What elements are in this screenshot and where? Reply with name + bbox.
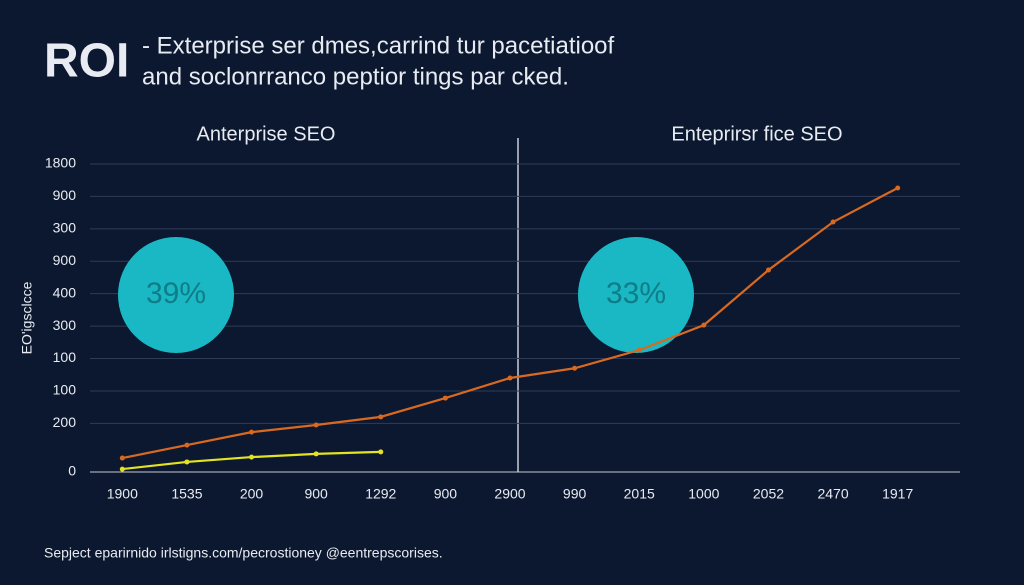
y-tick-label: 300 (53, 317, 77, 333)
annotation: 33% (606, 277, 666, 310)
point (119, 466, 125, 472)
y-tick-label: 900 (53, 252, 77, 268)
point (572, 365, 578, 371)
y-tick-label: 300 (53, 220, 77, 236)
point (378, 449, 384, 455)
x-tick-label: 2052 (753, 486, 784, 502)
chart-title: ROI (44, 35, 129, 88)
x-tick-label: 1292 (365, 486, 396, 502)
point (184, 459, 190, 465)
point (249, 429, 255, 435)
x-tick-label: 900 (304, 486, 328, 502)
point (895, 185, 901, 191)
annotation-circle (578, 237, 694, 353)
point (765, 267, 771, 273)
y-tick-label: 200 (53, 414, 77, 430)
y-tick-label: 400 (53, 284, 77, 300)
point (119, 455, 125, 461)
y-tick-label: 1800 (45, 155, 76, 171)
x-tick-label: 1900 (107, 486, 138, 502)
point (830, 219, 836, 225)
panel-title: Enteprirsr fice SEO (671, 123, 842, 145)
footer: Sepject eparirnido irlstigns.com/pecrost… (44, 545, 443, 561)
point (184, 442, 190, 448)
y-axis-label: EO'igsclcce (19, 281, 35, 354)
point (378, 414, 384, 420)
subtitle: - Exterprise ser dmes,carrind tur paceti… (142, 32, 615, 59)
x-tick-label: 2470 (817, 486, 848, 502)
x-tick-label: 2900 (494, 486, 525, 502)
point (313, 451, 319, 457)
x-tick-label: 1535 (171, 486, 202, 502)
y-tick-label: 100 (53, 382, 77, 398)
y-tick-label: 0 (68, 463, 76, 479)
x-tick-label: 200 (240, 486, 264, 502)
point (636, 347, 642, 353)
point (442, 395, 448, 401)
x-tick-label: 990 (563, 486, 587, 502)
x-tick-label: 1000 (688, 486, 719, 502)
point (249, 454, 255, 460)
y-tick-label: 900 (53, 187, 77, 203)
x-tick-label: 2015 (624, 486, 655, 502)
point (313, 422, 319, 428)
y-tick-label: 100 (53, 349, 77, 365)
x-tick-label: 1917 (882, 486, 913, 502)
point (701, 322, 707, 328)
panel-title: Anterprise SEO (197, 123, 336, 145)
x-tick-label: 900 (434, 486, 458, 502)
point (507, 375, 513, 381)
subtitle: and soclonrranco peptior tings par cked. (142, 63, 569, 90)
annotation-circle (118, 237, 234, 353)
annotation: 39% (146, 277, 206, 310)
